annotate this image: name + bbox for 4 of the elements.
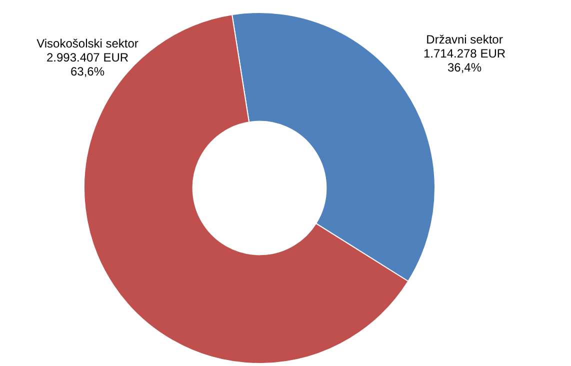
data-label: 1.714.278 EUR 36,4%	[423, 46, 506, 74]
slice-label: Državni sektor	[426, 32, 503, 46]
data-label: 2.993.407 EUR 63,6%	[46, 50, 129, 78]
slice-label: Visokošolski sektor	[36, 36, 138, 50]
